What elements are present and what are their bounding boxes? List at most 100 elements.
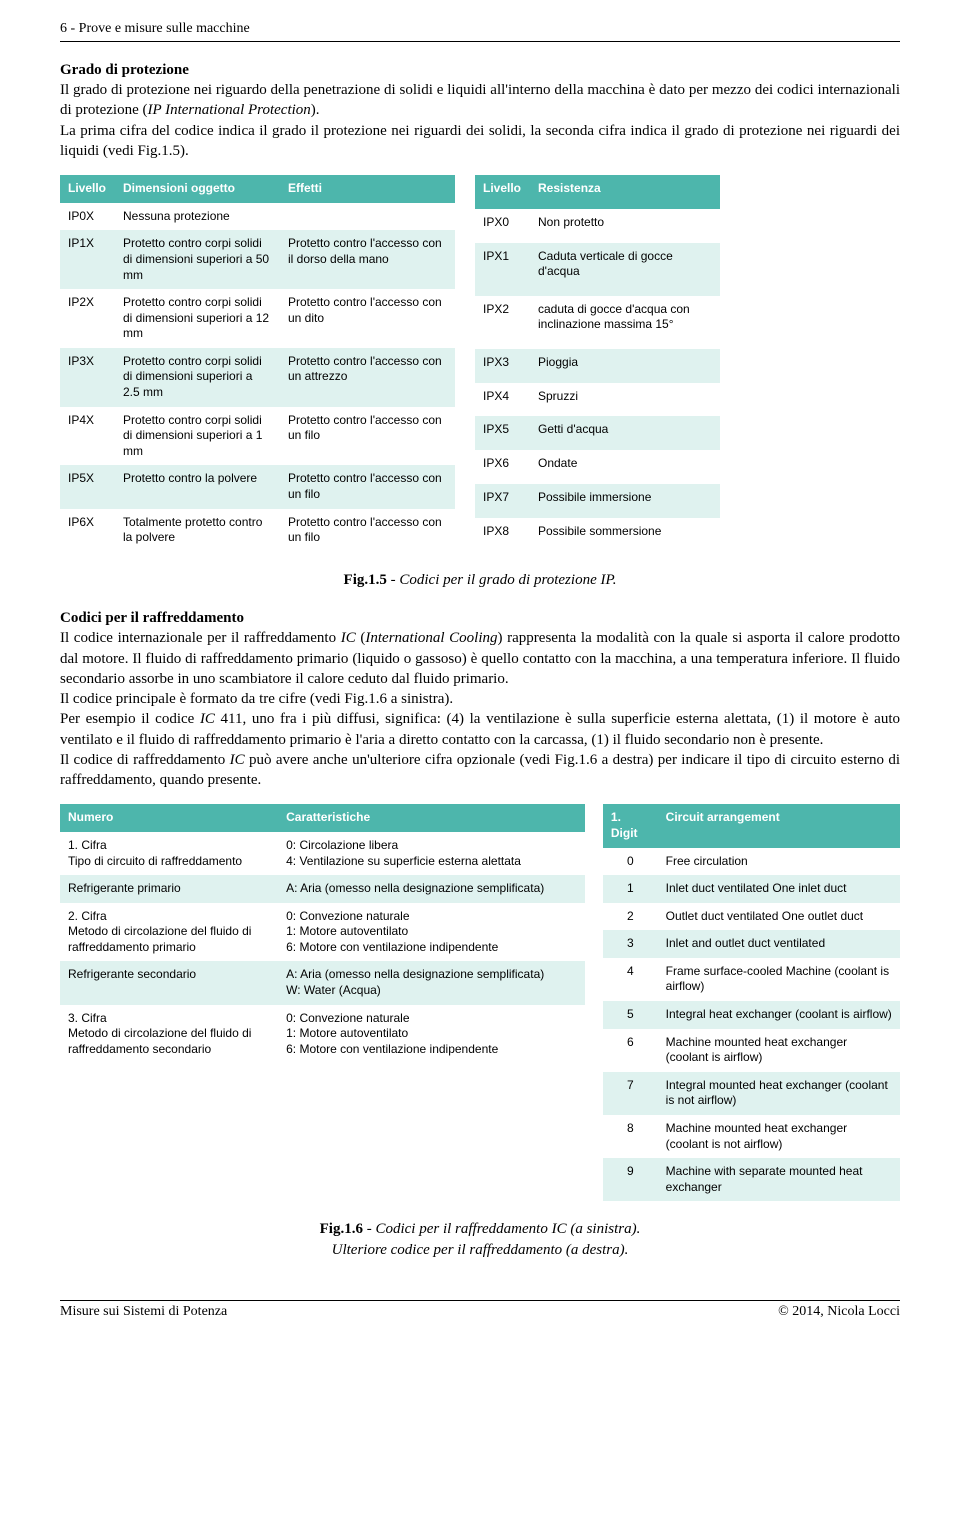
table-row: IP1XProtetto contro corpi solidi di dime… <box>60 230 455 289</box>
table-row: Refrigerante secondarioA: Aria (omesso n… <box>60 961 585 1004</box>
fig-1-5-caption: Fig.1.5 - Codici per il grado di protezi… <box>60 570 900 590</box>
table-cell: Protetto contro corpi solidi di dimensio… <box>115 348 280 407</box>
table-cell: Refrigerante secondario <box>60 961 278 1004</box>
table-header: 1. Digit <box>603 804 658 847</box>
table-cell: 3. CifraMetodo di circolazione del fluid… <box>60 1005 278 1064</box>
table-cell: IPX1 <box>475 243 530 296</box>
table-row: 4Frame surface-cooled Machine (coolant i… <box>603 958 900 1001</box>
section-1-p1b: IP International Protection <box>147 102 310 118</box>
table-cell: 0 <box>603 848 658 876</box>
table-cell: A: Aria (omesso nella designazione sempl… <box>278 961 585 1004</box>
table-cell: Non protetto <box>530 209 720 243</box>
table-cell: Protetto contro l'accesso con un filo <box>280 509 455 552</box>
table-header: Resistenza <box>530 175 720 209</box>
table-cell: IPX6 <box>475 450 530 484</box>
table-cell: caduta di gocce d'acqua con inclinazione… <box>530 296 720 349</box>
s2-p4a: Il codice di raffreddamento <box>60 752 230 768</box>
table-cell: Protetto contro corpi solidi di dimensio… <box>115 230 280 289</box>
table-row: 2. CifraMetodo di circolazione del fluid… <box>60 903 585 962</box>
table-cell: Frame surface-cooled Machine (coolant is… <box>658 958 900 1001</box>
section-1: Grado di protezione Il grado di protezio… <box>60 60 900 161</box>
table-cell: Ondate <box>530 450 720 484</box>
table-ip-liquids: LivelloResistenzaIPX0Non protettoIPX1Cad… <box>475 175 720 552</box>
table-row: 5Integral heat exchanger (coolant is air… <box>603 1001 900 1029</box>
tables-row-ip: LivelloDimensioni oggettoEffettiIP0XNess… <box>60 175 900 552</box>
table-cell: 3 <box>603 930 658 958</box>
table-cell: 6 <box>603 1029 658 1072</box>
table-cell: 5 <box>603 1001 658 1029</box>
table-header: Caratteristiche <box>278 804 585 832</box>
table-cell: Getti d'acqua <box>530 416 720 450</box>
table-header: Livello <box>60 175 115 203</box>
table-row: IPX2caduta di gocce d'acqua con inclinaz… <box>475 296 720 349</box>
table-cell: Machine mounted heat exchanger (coolant … <box>658 1029 900 1072</box>
table-cell: Refrigerante primario <box>60 875 278 903</box>
table-ic-digit: 1. DigitCircuit arrangement0Free circula… <box>603 804 900 1201</box>
footer-left: Misure sui Sistemi di Potenza <box>60 1303 227 1322</box>
table-row: IPX0Non protetto <box>475 209 720 243</box>
table-cell: Pioggia <box>530 349 720 383</box>
table-row: IP5XProtetto contro la polvereProtetto c… <box>60 465 455 508</box>
table-header: Circuit arrangement <box>658 804 900 847</box>
s2-p3a: Per esempio il codice <box>60 711 200 727</box>
table-row: 7Integral mounted heat exchanger (coolan… <box>603 1072 900 1115</box>
table-cell: IP5X <box>60 465 115 508</box>
fig-1-5-desc: - Codici per il grado di protezione IP. <box>387 572 617 588</box>
table-cell: IPX7 <box>475 484 530 518</box>
fig-1-5-label: Fig.1.5 <box>344 572 387 588</box>
table-cell: Protetto contro la polvere <box>115 465 280 508</box>
table-row: IPX7Possibile immersione <box>475 484 720 518</box>
table-cell: Possibile immersione <box>530 484 720 518</box>
table-cell: 0: Circolazione libera4: Ventilazione su… <box>278 832 585 875</box>
table-header: Effetti <box>280 175 455 203</box>
table-row: IP0XNessuna protezione <box>60 203 455 231</box>
table-row: IPX8Possibile sommersione <box>475 518 720 552</box>
table-cell: Protetto contro l'accesso con un attrezz… <box>280 348 455 407</box>
table-cell: IP3X <box>60 348 115 407</box>
table-cell: IP0X <box>60 203 115 231</box>
table-cell: 9 <box>603 1158 658 1201</box>
table-cell: 0: Convezione naturale1: Motore autovent… <box>278 903 585 962</box>
s2-p1c: ( <box>356 630 366 646</box>
table-row: IPX3Pioggia <box>475 349 720 383</box>
s2-p2: Il codice principale è formato da tre ci… <box>60 691 453 707</box>
table-cell: IPX0 <box>475 209 530 243</box>
section-2-title: Codici per il raffreddamento <box>60 610 244 626</box>
section-1-title: Grado di protezione <box>60 62 189 78</box>
section-2: Codici per il raffreddamento Il codice i… <box>60 608 900 790</box>
table-header: Dimensioni oggetto <box>115 175 280 203</box>
table-row: 1. CifraTipo di circuito di raffreddamen… <box>60 832 585 875</box>
table-cell: 7 <box>603 1072 658 1115</box>
table-cell: Protetto contro l'accesso con un filo <box>280 465 455 508</box>
fig-1-6-label: Fig.1.6 <box>320 1221 363 1237</box>
table-row: Refrigerante primarioA: Aria (omesso nel… <box>60 875 585 903</box>
table-row: IP4XProtetto contro corpi solidi di dime… <box>60 407 455 466</box>
table-row: 9Machine with separate mounted heat exch… <box>603 1158 900 1201</box>
table-header: Livello <box>475 175 530 209</box>
table-cell: Protetto contro corpi solidi di dimensio… <box>115 289 280 348</box>
table-cell: IP4X <box>60 407 115 466</box>
table-cell: Spruzzi <box>530 383 720 417</box>
table-row: 3. CifraMetodo di circolazione del fluid… <box>60 1005 585 1064</box>
table-cell: IPX8 <box>475 518 530 552</box>
footer-right: © 2014, Nicola Locci <box>778 1303 900 1322</box>
table-cell: IPX3 <box>475 349 530 383</box>
table-cell: Inlet and outlet duct ventilated <box>658 930 900 958</box>
table-cell: Totalmente protetto contro la polvere <box>115 509 280 552</box>
table-cell: 1. CifraTipo di circuito di raffreddamen… <box>60 832 278 875</box>
table-cell: 1 <box>603 875 658 903</box>
table-cell: Inlet duct ventilated One inlet duct <box>658 875 900 903</box>
table-row: 6Machine mounted heat exchanger (coolant… <box>603 1029 900 1072</box>
table-cell: Nessuna protezione <box>115 203 280 231</box>
table-cell: Possibile sommersione <box>530 518 720 552</box>
table-row: IP3XProtetto contro corpi solidi di dime… <box>60 348 455 407</box>
table-row: IP6XTotalmente protetto contro la polver… <box>60 509 455 552</box>
fig-1-6-caption: Fig.1.6 - Codici per il raffreddamento I… <box>60 1219 900 1260</box>
table-cell: 4 <box>603 958 658 1001</box>
table-cell: 0: Convezione naturale1: Motore autovent… <box>278 1005 585 1064</box>
table-cell: IP2X <box>60 289 115 348</box>
table-cell: Integral mounted heat exchanger (coolant… <box>658 1072 900 1115</box>
table-cell: 2 <box>603 903 658 931</box>
table-cell: 2. CifraMetodo di circolazione del fluid… <box>60 903 278 962</box>
section-1-p1c: ). <box>311 102 320 118</box>
